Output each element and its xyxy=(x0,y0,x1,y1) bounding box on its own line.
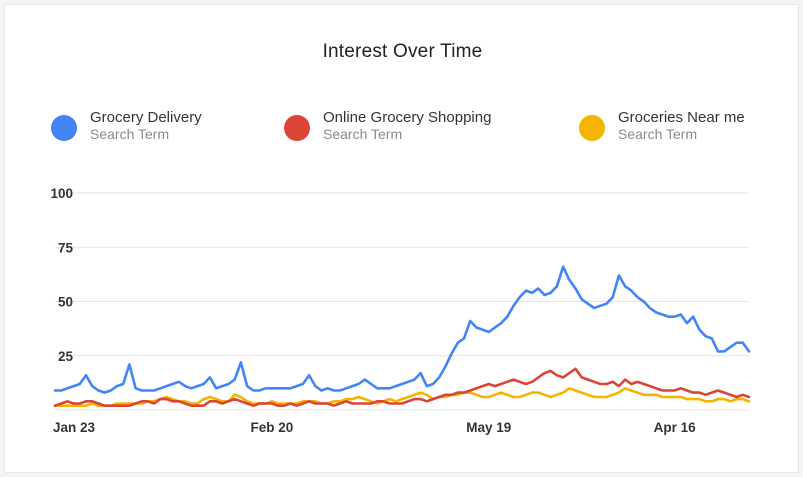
legend-series-subtitle: Search Term xyxy=(90,126,170,142)
legend-series-subtitle: Search Term xyxy=(323,126,403,142)
legend-series-name: Online Grocery Shopping xyxy=(323,109,492,126)
x-tick-label: Feb 20 xyxy=(250,420,293,435)
chart-card: Interest Over Time Grocery Delivery Sear… xyxy=(4,4,799,473)
legend-series-name: Groceries Near me xyxy=(618,109,745,126)
y-tick-label: 100 xyxy=(50,186,73,201)
series-line-online-grocery-shopping xyxy=(53,367,751,408)
legend-series-name: Grocery Delivery xyxy=(90,109,202,126)
x-tick-label: May 19 xyxy=(466,420,511,435)
x-tick-label: Apr 16 xyxy=(654,420,697,435)
y-tick-label: 25 xyxy=(58,349,74,364)
legend-dot-icon xyxy=(51,115,77,141)
y-tick-label: 50 xyxy=(58,295,73,310)
line-chart-plot: 25 50 75 100 Jan 23 Feb 20 May 19 Apr 16 xyxy=(50,186,751,435)
series-line-groceries-near-me xyxy=(53,386,751,408)
legend-dot-icon xyxy=(284,115,310,141)
y-tick-label: 75 xyxy=(58,240,74,255)
x-tick-label: Jan 23 xyxy=(53,420,96,435)
chart-title: Interest Over Time xyxy=(322,41,483,62)
legend-series-subtitle: Search Term xyxy=(618,126,698,142)
legend-dot-icon xyxy=(579,115,605,141)
series-line-grocery-delivery xyxy=(53,265,751,394)
